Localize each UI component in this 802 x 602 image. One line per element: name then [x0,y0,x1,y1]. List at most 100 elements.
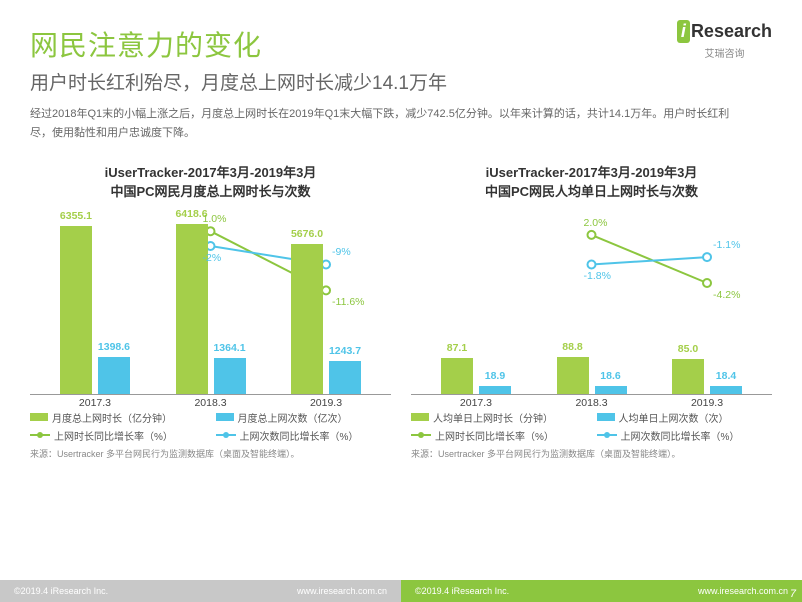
footer-right: ©2019.4 iResearch Inc. www.iresearch.com… [401,580,802,602]
chart-left: iUserTracker-2017年3月-2019年3月 中国PC网民月度总上网… [30,164,391,459]
chart1-legend: 月度总上网时长（亿分钟） 月度总上网次数（亿次） 上网时长同比增长率（%） 上网… [30,410,391,443]
bar-group: 87.1 18.9 [441,358,511,394]
footer-url-2: www.iresearch.com.cn [698,586,788,596]
logo-badge: i [677,20,690,43]
bar: 87.1 [441,358,473,394]
line-swatch-icon [30,430,50,440]
legend-line2: 上网次数同比增长率（%） [597,428,773,443]
legend-bar2: 人均单日上网次数（次） [597,410,773,425]
swatch-icon [597,413,615,421]
charts-container: iUserTracker-2017年3月-2019年3月 中国PC网民月度总上网… [30,164,772,459]
footer: ©2019.4 iResearch Inc. www.iresearch.com… [0,580,802,602]
legend-bar1: 人均单日上网时长（分钟） [411,410,587,425]
line-value: -1.8% [584,270,611,282]
legend-label: 上网时长同比增长率（%） [435,428,554,443]
line-swatch-icon [597,430,617,440]
chart1-title-line1: iUserTracker-2017年3月-2019年3月 [30,164,391,182]
legend-label: 上网次数同比增长率（%） [621,428,740,443]
bar-value: 18.4 [716,370,736,382]
x-axis-label: 2019.3 [691,397,723,409]
legend-line2: 上网次数同比增长率（%） [216,428,392,443]
chart2-source: 来源：Usertracker 多平台网民行为监测数据库（桌面及智能终端）。 [411,447,772,460]
footer-url: www.iresearch.com.cn [297,586,387,596]
bar-group: 85.0 18.4 [672,359,742,394]
bar-value: 1398.6 [98,341,130,353]
bar-value: 18.6 [600,370,620,382]
chart1-title-line2: 中国PC网民月度总上网时长与次数 [30,183,391,201]
logo-sub: 艾瑞咨询 [677,45,772,60]
copyright-2: ©2019.4 iResearch Inc. [415,586,509,596]
swatch-icon [411,413,429,421]
chart1-plot: 6355.11398.66418.61364.15676.01243.71.0%… [30,209,391,395]
legend-bar2: 月度总上网次数（亿次） [216,410,392,425]
bar: 5676.0 [291,244,323,394]
bar-value: 85.0 [678,343,698,355]
bar-group: 6355.11398.6 [60,226,130,394]
chart2-legend: 人均单日上网时长（分钟） 人均单日上网次数（次） 上网时长同比增长率（%） 上网… [411,410,772,443]
line-swatch-icon [216,430,236,440]
page-subtitle: 用户时长红利殆尽，月度总上网时长减少14.1万年 [30,68,772,95]
bar: 18.6 [595,386,627,394]
bar: 1398.6 [98,357,130,394]
bar: 85.0 [672,359,704,394]
bar: 1243.7 [329,361,361,394]
bar: 18.4 [710,386,742,394]
page-title: 网民注意力的变化 [30,24,772,64]
logo-main: iResearch [677,20,772,43]
bar: 88.8 [557,357,589,394]
x-axis-label: 2018.3 [575,397,607,409]
line-value: -1.1% [713,239,740,251]
chart2-plot: 87.1 18.9 88.8 18.6 85.0 18.4 2.0% -4.2% -1.8% -1… [411,209,772,395]
chart2-title: iUserTracker-2017年3月-2019年3月 中国PC网民人均单日上… [411,164,772,200]
chart2-title-line2: 中国PC网民人均单日上网时长与次数 [411,183,772,201]
line-value: -2% [203,252,222,264]
line-value: -4.2% [713,289,740,301]
line-swatch-icon [411,430,431,440]
line-value: -9% [332,246,351,258]
logo: iResearch 艾瑞咨询 [677,20,772,60]
legend-label: 月度总上网时长（亿分钟） [52,410,172,425]
bar-value: 18.9 [485,370,505,382]
bar: 18.9 [479,386,511,394]
bar-group: 6418.61364.1 [176,224,246,394]
legend-label: 月度总上网次数（亿次） [238,410,348,425]
bar-value: 88.8 [562,341,582,353]
line-value: 1.0% [203,213,227,225]
bar-value: 5676.0 [291,228,323,240]
page-number: 7 [790,588,796,600]
legend-bar1: 月度总上网时长（亿分钟） [30,410,206,425]
page-description: 经过2018年Q1末的小幅上涨之后，月度总上网时长在2019年Q1末大幅下跌，减… [30,105,750,142]
legend-label: 人均单日上网次数（次） [619,410,729,425]
x-axis-label: 2019.3 [310,397,342,409]
legend-line1: 上网时长同比增长率（%） [411,428,587,443]
bar: 6418.6 [176,224,208,394]
chart2-area: 87.1 18.9 88.8 18.6 85.0 18.4 2.0% -4.2% -1.8% -1… [411,209,772,439]
bar: 6355.1 [60,226,92,394]
bar-group: 88.8 18.6 [557,357,627,394]
line-value: 2.0% [584,217,608,229]
x-axis-label: 2018.3 [194,397,226,409]
swatch-icon [30,413,48,421]
copyright: ©2019.4 iResearch Inc. [14,586,108,596]
chart1-source: 来源：Usertracker 多平台网民行为监测数据库（桌面及智能终端）。 [30,447,391,460]
legend-line1: 上网时长同比增长率（%） [30,428,206,443]
x-axis-label: 2017.3 [79,397,111,409]
bar-value: 87.1 [447,342,467,354]
chart1-area: 6355.11398.66418.61364.15676.01243.71.0%… [30,209,391,439]
legend-label: 人均单日上网时长（分钟） [433,410,553,425]
bar-value: 1364.1 [213,342,245,354]
chart1-title: iUserTracker-2017年3月-2019年3月 中国PC网民月度总上网… [30,164,391,200]
legend-label: 上网次数同比增长率（%） [240,428,359,443]
line-value: -11.6% [332,296,365,308]
bar: 1364.1 [214,358,246,394]
bar-group: 5676.01243.7 [291,244,361,394]
swatch-icon [216,413,234,421]
bar-value: 6355.1 [60,210,92,222]
chart2-title-line1: iUserTracker-2017年3月-2019年3月 [411,164,772,182]
chart-right: iUserTracker-2017年3月-2019年3月 中国PC网民人均单日上… [411,164,772,459]
x-axis-label: 2017.3 [460,397,492,409]
logo-text: Research [691,21,772,41]
bar-value: 1243.7 [329,345,361,357]
footer-left: ©2019.4 iResearch Inc. www.iresearch.com… [0,580,401,602]
legend-label: 上网时长同比增长率（%） [54,428,173,443]
